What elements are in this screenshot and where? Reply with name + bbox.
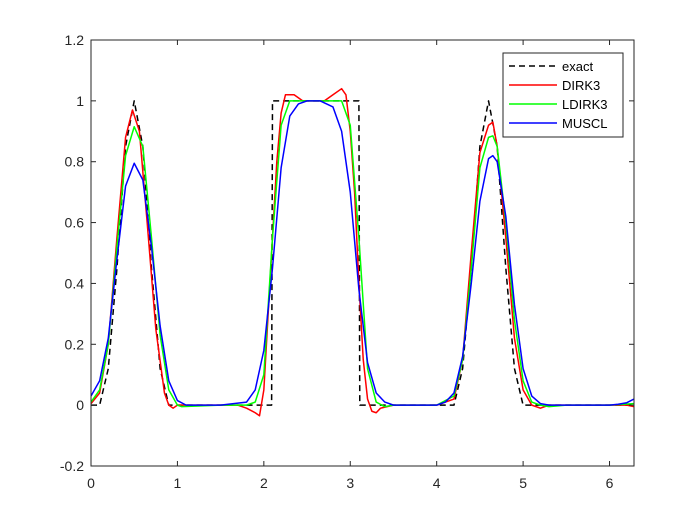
series-line-muscl: [91, 100, 634, 406]
y-tick-label: 0.6: [65, 215, 85, 231]
x-tick-label: 3: [346, 475, 354, 491]
plot-area: [91, 87, 634, 417]
y-tick-label: 0.2: [65, 336, 85, 352]
x-tick-label: 5: [519, 475, 527, 491]
legend-label-exact: exact: [562, 59, 593, 74]
series-group: [91, 87, 634, 417]
y-tick-label: 1.2: [65, 32, 85, 48]
y-tick-label: 0: [76, 397, 84, 413]
x-tick-label: 0: [87, 475, 95, 491]
legend-label-dirk3: DIRK3: [562, 78, 600, 93]
x-tick-label: 1: [174, 475, 182, 491]
axes-box: [90, 39, 635, 467]
x-tick-label: 4: [433, 475, 441, 491]
y-tick-label: 1: [76, 93, 84, 109]
legend: exact DIRK3 LDIRK3 MUSCL: [502, 52, 624, 138]
x-tick-label: 6: [606, 475, 614, 491]
axes: 0 1 2 3 4 5 6-0.200.20.40.60.811.2: [60, 32, 635, 491]
y-tick-label: 0.4: [65, 275, 85, 291]
y-tick-label: 0.8: [65, 154, 85, 170]
legend-label-muscl: MUSCL: [562, 116, 608, 131]
x-tick-label: 2: [260, 475, 268, 491]
legend-label-ldirk3: LDIRK3: [562, 97, 608, 112]
y-tick-label: -0.2: [60, 458, 84, 474]
